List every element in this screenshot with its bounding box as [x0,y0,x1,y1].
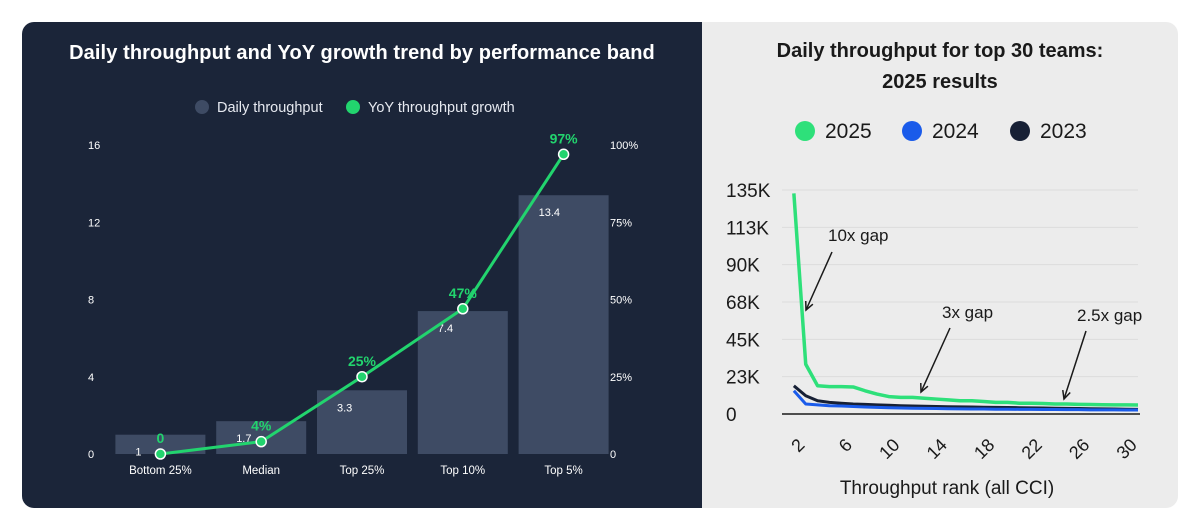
x-axis-tick-label: 6 [835,435,856,456]
bar-bottom-25- [115,434,206,454]
right-axis-tick-label: 75% [610,217,632,229]
legend-swatch-2025 [795,121,815,141]
y-axis-tick-label: 45K [726,330,760,351]
yoy-growth-point [457,303,469,315]
yoy-growth-point [154,448,167,460]
bar-value-label: 1 [135,447,141,459]
annotation-label: 3x gap [942,303,993,322]
annotation-arrow-head [804,300,814,312]
legend-label-2023: 2023 [1040,120,1087,143]
x-category-label: Top 5% [544,465,582,477]
yoy-growth-label: 25% [348,353,377,369]
yoy-growth-point [356,371,368,383]
x-axis-tick-label: 18 [970,435,998,463]
yoy-growth-label: 47% [449,285,478,301]
annotation-arrow-shaft [920,327,951,393]
series-line-2024 [792,389,1138,412]
legend-swatch-2024 [902,121,922,141]
annotation-label: 10x gap [828,226,889,245]
x-axis-tick-label: 2 [787,435,808,456]
x-category-label: Top 25% [340,465,385,477]
left-axis-tick-label: 12 [88,217,100,229]
bar-value-label: 13.4 [539,207,560,219]
x-axis-title: Throughput rank (all CCI) [840,478,1054,499]
right-chart-title: Daily throughput for top 30 teams: [776,40,1104,62]
x-category-label: Median [242,465,280,477]
y-axis-tick-label: 90K [726,256,760,277]
left-axis-tick-label: 4 [88,372,94,384]
right-chart-panel: Daily throughput for top 30 teams: 2025 … [702,22,1178,508]
yoy-growth-label: 4% [251,418,272,434]
left-chart-title: Daily throughput and YoY growth trend by… [69,42,655,64]
yoy-growth-label: 97% [550,130,579,146]
legend-swatch-2023 [1010,121,1030,141]
right-chart-title-block: Daily throughput for top 30 teams: 2025 … [702,36,1178,98]
bar-top-5- [518,195,609,454]
left-axis-tick-label: 8 [88,295,94,307]
right-axis-tick-label: 0 [610,449,616,461]
x-category-label: Bottom 25% [129,465,192,477]
right-axis-tick-label: 50% [610,295,632,307]
y-axis-tick-label: 135K [726,181,771,202]
legend-label-2025: 2025 [825,120,872,143]
legend-label-yoy-growth: YoY throughput growth [368,100,515,116]
yoy-growth-point [557,148,570,161]
x-axis-tick-label: 30 [1113,435,1141,463]
right-chart-subtitle: 2025 results [882,71,998,93]
x-axis-tick-label: 14 [923,435,951,463]
x-axis-tick-label: 26 [1065,435,1093,463]
annotation-arrow-shaft [1063,330,1087,400]
bar-value-label: 3.3 [337,402,352,414]
left-chart-svg: Daily throughput YoY throughput growth 0 4 8… [88,100,638,477]
yoy-growth-point [255,435,267,448]
legend-swatch-yoy-growth [346,100,360,114]
left-chart-panel: Daily throughput and YoY growth trend by… [22,22,702,508]
right-axis-tick-label: 100% [610,140,638,152]
legend-swatch-daily-throughput [195,100,209,114]
legend-label-daily-throughput: Daily throughput [217,100,323,116]
bar-value-label: 7.4 [438,323,453,335]
x-category-label: Top 10% [440,465,485,477]
series-line-2025 [792,193,1139,407]
y-axis-tick-label: 113K [726,218,769,239]
x-axis-tick-label: 10 [875,435,903,463]
annotation-arrow-head [1062,389,1071,401]
left-axis-tick-label: 0 [88,449,94,461]
annotation-arrow-shaft [805,251,833,311]
y-axis-tick-label: 68K [726,293,760,314]
x-axis-tick-label: 22 [1018,435,1046,463]
bar-top-10- [417,311,508,454]
legend-label-2024: 2024 [932,120,979,143]
y-axis-tick-label: 0 [726,405,737,426]
annotation-arrow-head [920,382,929,394]
bar-top-25- [317,390,407,454]
left-axis-tick-label: 16 [88,140,100,152]
annotation-label: 2.5x gap [1077,306,1142,325]
yoy-growth-label: 0 [157,430,165,446]
y-axis-tick-label: 23K [726,368,760,389]
right-axis-tick-label: 25% [610,372,632,384]
